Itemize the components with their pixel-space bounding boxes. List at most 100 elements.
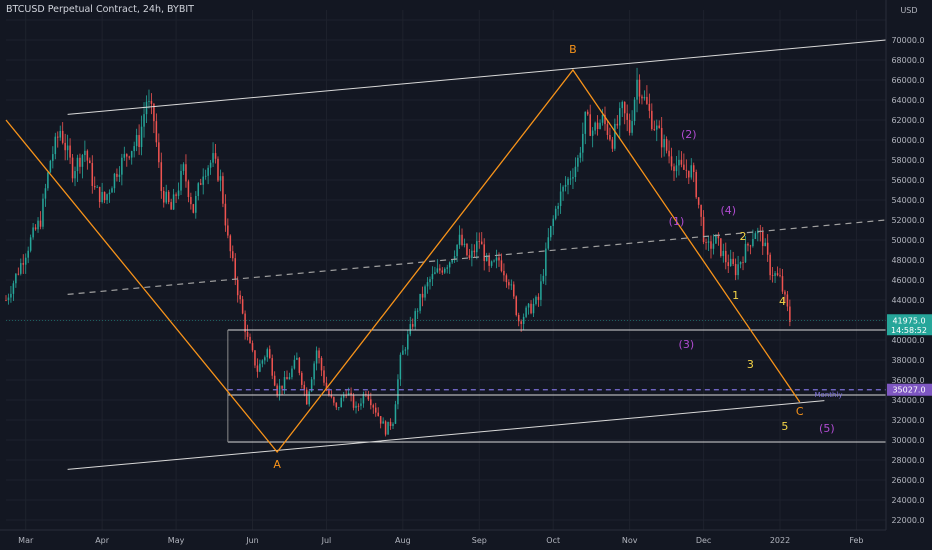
candle-body bbox=[34, 227, 37, 230]
candle-body bbox=[752, 238, 754, 247]
candle-body bbox=[278, 385, 281, 395]
candle-body bbox=[429, 279, 431, 283]
candle-body bbox=[259, 363, 261, 372]
x-tick-label: Oct bbox=[546, 536, 560, 545]
candle-body bbox=[715, 234, 717, 244]
candle-body bbox=[271, 358, 273, 376]
candle-body bbox=[370, 399, 372, 406]
candle-body bbox=[37, 220, 39, 230]
candle-body bbox=[323, 370, 325, 383]
candle-body bbox=[86, 150, 89, 161]
candle-body bbox=[357, 405, 360, 407]
candle-body bbox=[362, 394, 365, 404]
candle-body bbox=[91, 163, 94, 186]
candle-body bbox=[273, 375, 276, 386]
candle-body bbox=[700, 204, 702, 217]
candle-body bbox=[219, 176, 222, 181]
y-tick-label: 26000.0 bbox=[891, 476, 924, 485]
candle-body bbox=[310, 379, 313, 392]
candle-body bbox=[599, 122, 601, 129]
y-tick-label: 64000.0 bbox=[891, 96, 924, 105]
y-tick-label: 60000.0 bbox=[891, 136, 924, 145]
wave-label-4: 4 bbox=[779, 295, 786, 308]
candle-body bbox=[17, 273, 20, 275]
candle-body bbox=[567, 178, 569, 185]
x-tick-label: 2022 bbox=[770, 536, 790, 545]
candle-body bbox=[503, 270, 505, 276]
candle-body bbox=[601, 114, 604, 123]
candle-body bbox=[416, 310, 419, 312]
candle-body bbox=[308, 391, 310, 405]
candle-body bbox=[668, 150, 670, 157]
candle-body bbox=[651, 110, 653, 130]
candle-body bbox=[498, 257, 500, 261]
candle-body bbox=[500, 260, 503, 271]
wave-label-C: C bbox=[796, 405, 804, 418]
level-price-tag bbox=[887, 383, 932, 396]
time-axis[interactable]: Mar Apr May Jun Jul Aug Sep Oct Nov Dec 2022 Feb bbox=[0, 529, 886, 545]
candle-body bbox=[409, 324, 412, 335]
candle-body bbox=[204, 175, 207, 177]
candle-body bbox=[320, 357, 323, 371]
candle-body bbox=[81, 155, 84, 167]
candle-body bbox=[283, 377, 286, 389]
candle-body bbox=[673, 166, 675, 172]
candle-body bbox=[98, 186, 101, 203]
candle-body bbox=[411, 324, 414, 327]
candle-body bbox=[476, 241, 478, 253]
candle-body bbox=[766, 242, 769, 255]
candle-body bbox=[128, 156, 131, 158]
x-tick-label: Nov bbox=[622, 536, 638, 545]
candle-body bbox=[185, 164, 187, 182]
candle-body bbox=[466, 243, 468, 256]
wave-label-5: 5 bbox=[781, 420, 788, 433]
candle-body bbox=[646, 96, 648, 104]
y-tick-label: 56000.0 bbox=[891, 176, 924, 185]
candle-body bbox=[214, 153, 217, 159]
candle-body bbox=[170, 202, 172, 210]
candle-body bbox=[670, 156, 673, 167]
candle-body bbox=[663, 139, 665, 148]
candle-body bbox=[89, 160, 91, 164]
candle-body bbox=[49, 160, 52, 173]
candle-body bbox=[239, 295, 241, 300]
candle-body bbox=[480, 241, 483, 245]
candle-body bbox=[594, 122, 596, 131]
candle-body bbox=[79, 157, 81, 167]
candle-body bbox=[582, 133, 584, 153]
candle-body bbox=[15, 273, 17, 284]
wave-label-1: (1) bbox=[669, 215, 685, 228]
candle-body bbox=[130, 151, 133, 158]
candle-body bbox=[532, 303, 535, 314]
candle-body bbox=[69, 145, 71, 158]
wave-labels: A B C (1) (2) (3) (4) (5) 1 2 3 4 5 bbox=[273, 43, 834, 471]
candle-body bbox=[347, 392, 350, 396]
candle-body bbox=[12, 283, 15, 294]
candle-body bbox=[554, 208, 557, 219]
candle-body bbox=[468, 255, 471, 258]
candle-body bbox=[268, 349, 271, 359]
price-axis[interactable]: USD 22000.0 24000.0 26000.0 28000.0 30000.0 32… bbox=[885, 0, 932, 550]
candle-body bbox=[690, 165, 693, 178]
candle-body bbox=[389, 421, 392, 426]
candle-body bbox=[330, 395, 333, 398]
candle-body bbox=[42, 198, 44, 227]
candle-body bbox=[318, 350, 320, 358]
candle-body bbox=[404, 349, 407, 351]
candle-body bbox=[419, 293, 421, 311]
candle-body bbox=[224, 203, 227, 226]
candle-body bbox=[96, 186, 98, 188]
candle-body bbox=[737, 264, 739, 276]
candle-body bbox=[135, 135, 138, 147]
candle-body bbox=[744, 243, 747, 263]
candle-body bbox=[121, 157, 123, 175]
candle-body bbox=[199, 183, 202, 185]
candle-body bbox=[407, 334, 409, 350]
candle-body bbox=[781, 276, 784, 292]
candle-body bbox=[572, 177, 574, 179]
candle-body bbox=[779, 275, 781, 277]
candle-body bbox=[749, 245, 752, 247]
candle-body bbox=[463, 243, 466, 245]
y-tick-label: 28000.0 bbox=[891, 456, 924, 465]
